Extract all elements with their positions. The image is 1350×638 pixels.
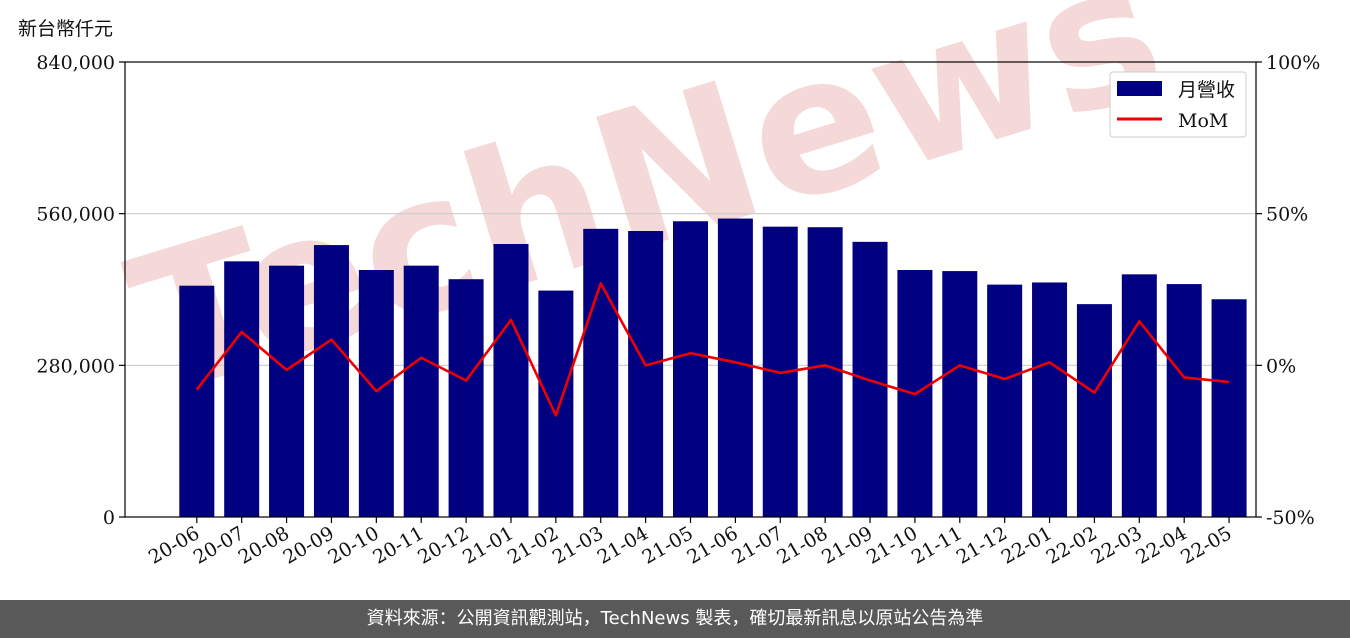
x-tick-label: 21-08 <box>773 522 831 568</box>
x-tick-label: 22-02 <box>1042 522 1100 568</box>
bar-21-03 <box>583 228 619 518</box>
x-tick-label: 21-07 <box>728 522 786 568</box>
legend-bar-swatch <box>1117 81 1162 96</box>
x-tick-label: 21-11 <box>908 522 966 568</box>
bar-20-08 <box>269 265 305 517</box>
bar-21-01 <box>493 244 529 517</box>
bar-22-03 <box>1121 274 1157 517</box>
left-tick-label: 280,000 <box>36 355 115 377</box>
x-tick-label: 20-09 <box>280 522 338 568</box>
bar-20-10 <box>358 270 394 517</box>
x-tick-label: 22-04 <box>1132 522 1190 568</box>
x-tick-label: 21-02 <box>504 522 562 568</box>
x-tick-label: 22-01 <box>998 522 1056 568</box>
bar-21-05 <box>672 221 709 517</box>
x-tick-label: 20-07 <box>190 522 248 568</box>
bar-20-07 <box>224 261 260 517</box>
right-axis: -50% 0% 50% 100% <box>1256 52 1320 529</box>
left-tick-label: 840,000 <box>36 52 115 74</box>
bar-22-01 <box>1032 282 1068 517</box>
unit-label: 新台幣仟元 <box>18 18 114 40</box>
bar-21-11 <box>942 271 978 517</box>
right-tick-label: 100% <box>1266 52 1320 74</box>
right-tick-label: 0% <box>1266 355 1296 377</box>
x-axis: 20-0620-0720-0820-0920-1020-1120-1221-01… <box>145 517 1236 569</box>
x-tick-label: 21-04 <box>594 522 652 568</box>
bar-20-11 <box>403 265 439 517</box>
x-tick-label: 20-12 <box>414 522 472 568</box>
left-tick-label: 560,000 <box>36 204 115 226</box>
legend: 月營收 MoM <box>1109 71 1247 138</box>
bar-20-12 <box>448 279 484 517</box>
bar-22-02 <box>1076 304 1112 517</box>
legend-bar-label: 月營收 <box>1178 79 1235 101</box>
bar-21-02 <box>538 290 574 517</box>
legend-line-label: MoM <box>1178 110 1228 132</box>
right-tick-label: 50% <box>1266 204 1308 226</box>
x-tick-label: 21-09 <box>818 522 876 568</box>
bar-20-06 <box>179 285 215 517</box>
bar-21-04 <box>628 231 664 517</box>
source-footer: 資料來源：公開資訊觀測站，TechNews 製表，確切最新訊息以原站公告為準 <box>0 600 1350 638</box>
x-tick-label: 21-12 <box>953 522 1011 568</box>
mom-line <box>195 282 1230 417</box>
bar-22-04 <box>1166 284 1202 517</box>
x-tick-label: 22-03 <box>1087 522 1145 568</box>
x-tick-label: 20-08 <box>235 522 293 568</box>
x-tick-label: 20-10 <box>324 522 382 568</box>
x-tick-label: 20-11 <box>369 522 427 568</box>
bar-21-12 <box>987 284 1023 517</box>
x-tick-label: 21-10 <box>863 522 921 568</box>
right-tick-label: -50% <box>1266 507 1315 529</box>
left-axis: 0 280,000 560,000 840,000 <box>36 52 125 529</box>
x-tick-label: 21-06 <box>683 522 741 568</box>
bar-21-08 <box>807 227 843 518</box>
x-tick-label: 20-06 <box>145 522 203 568</box>
bar-20-09 <box>313 245 349 518</box>
x-tick-label: 22-05 <box>1177 522 1235 568</box>
bar-22-05 <box>1211 299 1247 517</box>
x-tick-label: 21-01 <box>459 522 517 568</box>
x-tick-label: 21-05 <box>639 522 697 568</box>
left-tick-label: 0 <box>103 507 115 529</box>
mom-series <box>195 282 1230 417</box>
bar-21-06 <box>717 218 753 517</box>
x-tick-label: 21-03 <box>549 522 607 568</box>
bar-series <box>179 218 1247 518</box>
